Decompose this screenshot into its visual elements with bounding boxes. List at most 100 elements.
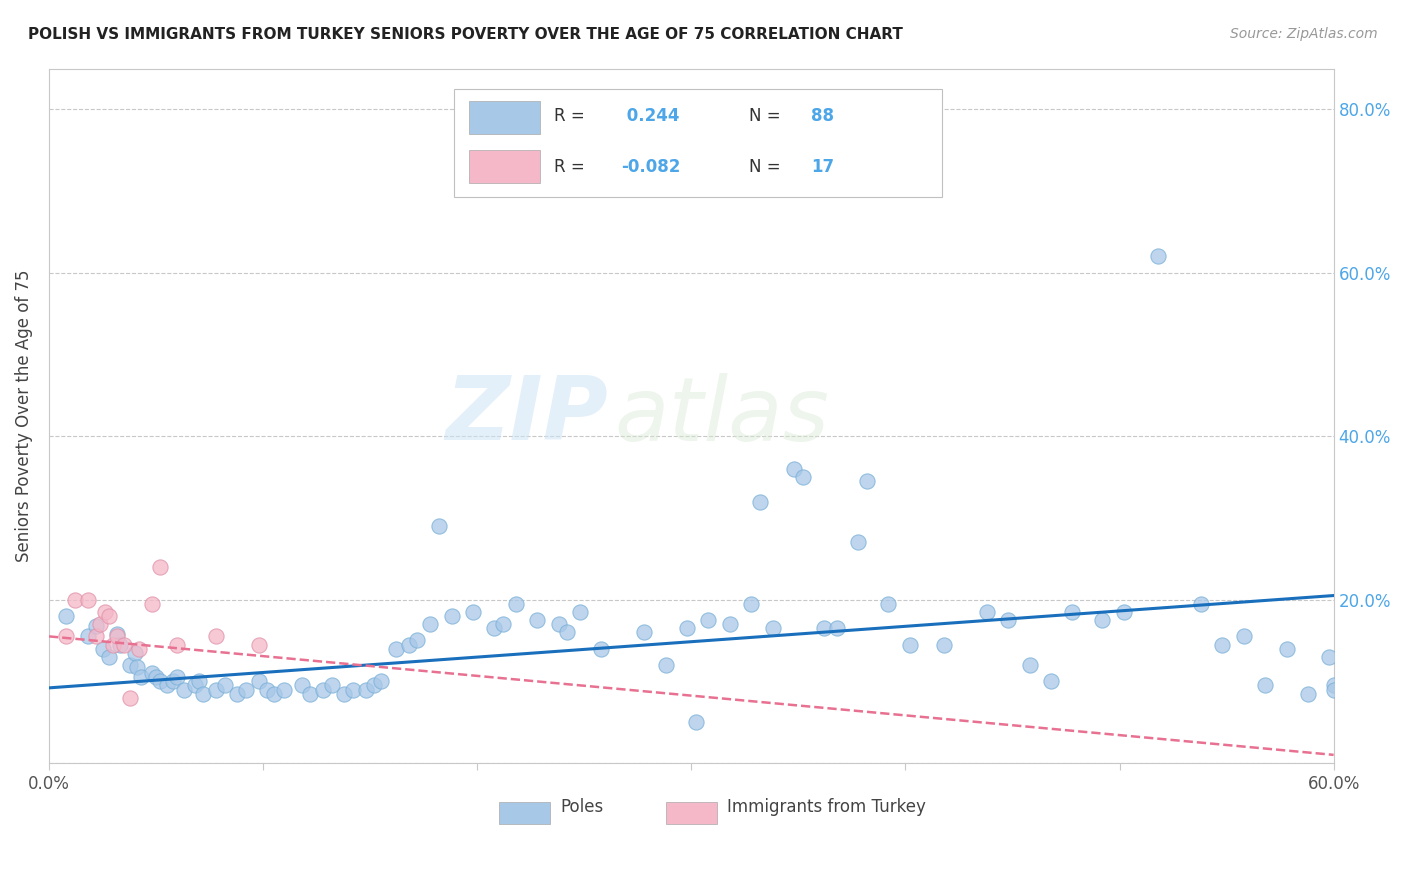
Point	[825, 621, 848, 635]
FancyBboxPatch shape	[499, 802, 550, 824]
Text: Source: ZipAtlas.com: Source: ZipAtlas.com	[1230, 27, 1378, 41]
Point	[354, 682, 377, 697]
Point	[697, 613, 720, 627]
Point	[55, 609, 77, 624]
Point	[166, 670, 188, 684]
Point	[1062, 605, 1084, 619]
Point	[256, 682, 278, 697]
FancyBboxPatch shape	[454, 89, 942, 197]
Point	[1323, 682, 1346, 697]
Point	[247, 674, 270, 689]
Point	[76, 592, 98, 607]
Text: N =: N =	[749, 107, 786, 125]
Point	[676, 621, 699, 635]
Point	[342, 682, 364, 697]
Y-axis label: Seniors Poverty Over the Age of 75: Seniors Poverty Over the Age of 75	[15, 269, 32, 562]
Point	[141, 597, 163, 611]
Point	[398, 638, 420, 652]
Point	[107, 629, 129, 643]
Point	[591, 641, 613, 656]
Point	[235, 682, 257, 697]
Point	[1112, 605, 1135, 619]
Point	[191, 687, 214, 701]
Point	[97, 649, 120, 664]
Point	[1211, 638, 1233, 652]
Text: 88: 88	[811, 107, 834, 125]
Point	[461, 605, 484, 619]
Point	[568, 605, 591, 619]
Point	[55, 629, 77, 643]
Point	[976, 605, 998, 619]
Point	[91, 641, 114, 656]
Point	[333, 687, 356, 701]
Point	[997, 613, 1019, 627]
Point	[129, 670, 152, 684]
Point	[120, 690, 142, 705]
Point	[128, 641, 150, 656]
Point	[370, 674, 392, 689]
Point	[299, 687, 322, 701]
Point	[89, 617, 111, 632]
Point	[205, 682, 228, 697]
Point	[108, 638, 131, 652]
Point	[321, 678, 343, 692]
Point	[406, 633, 429, 648]
Point	[76, 629, 98, 643]
Point	[247, 638, 270, 652]
Point	[149, 674, 172, 689]
Point	[526, 613, 548, 627]
Point	[107, 627, 129, 641]
Point	[214, 678, 236, 692]
Text: -0.082: -0.082	[620, 158, 681, 176]
Point	[1018, 658, 1040, 673]
Point	[1189, 597, 1212, 611]
Point	[205, 629, 228, 643]
Point	[1296, 687, 1319, 701]
Point	[120, 658, 142, 673]
Point	[103, 638, 125, 652]
Point	[173, 682, 195, 697]
Point	[125, 659, 148, 673]
FancyBboxPatch shape	[665, 802, 717, 824]
Point	[1040, 674, 1063, 689]
FancyBboxPatch shape	[470, 150, 540, 183]
Point	[1091, 613, 1114, 627]
Text: 0.244: 0.244	[620, 107, 679, 125]
Text: POLISH VS IMMIGRANTS FROM TURKEY SENIORS POVERTY OVER THE AGE OF 75 CORRELATION : POLISH VS IMMIGRANTS FROM TURKEY SENIORS…	[28, 27, 903, 42]
Point	[1254, 678, 1277, 692]
Point	[1317, 649, 1340, 664]
Text: N =: N =	[749, 158, 786, 176]
Point	[654, 658, 676, 673]
Point	[1147, 249, 1170, 263]
Point	[149, 560, 172, 574]
Point	[718, 617, 741, 632]
Point	[1275, 641, 1298, 656]
Text: ZIP: ZIP	[446, 372, 607, 459]
Point	[124, 646, 146, 660]
Point	[685, 715, 707, 730]
Point	[792, 470, 814, 484]
Point	[84, 629, 107, 643]
Point	[141, 666, 163, 681]
Point	[813, 621, 835, 635]
Point	[856, 474, 879, 488]
Point	[162, 674, 184, 689]
Point	[762, 621, 785, 635]
Point	[547, 617, 569, 632]
FancyBboxPatch shape	[470, 101, 540, 135]
Point	[226, 687, 249, 701]
Point	[419, 617, 441, 632]
Point	[492, 617, 515, 632]
Text: atlas: atlas	[614, 373, 830, 458]
Point	[1323, 678, 1346, 692]
Point	[145, 670, 167, 684]
Point	[263, 687, 285, 701]
Point	[440, 609, 463, 624]
Point	[877, 597, 900, 611]
Point	[93, 605, 115, 619]
Point	[187, 674, 209, 689]
Point	[183, 678, 205, 692]
Point	[63, 592, 86, 607]
Point	[846, 535, 869, 549]
Point	[505, 597, 527, 611]
